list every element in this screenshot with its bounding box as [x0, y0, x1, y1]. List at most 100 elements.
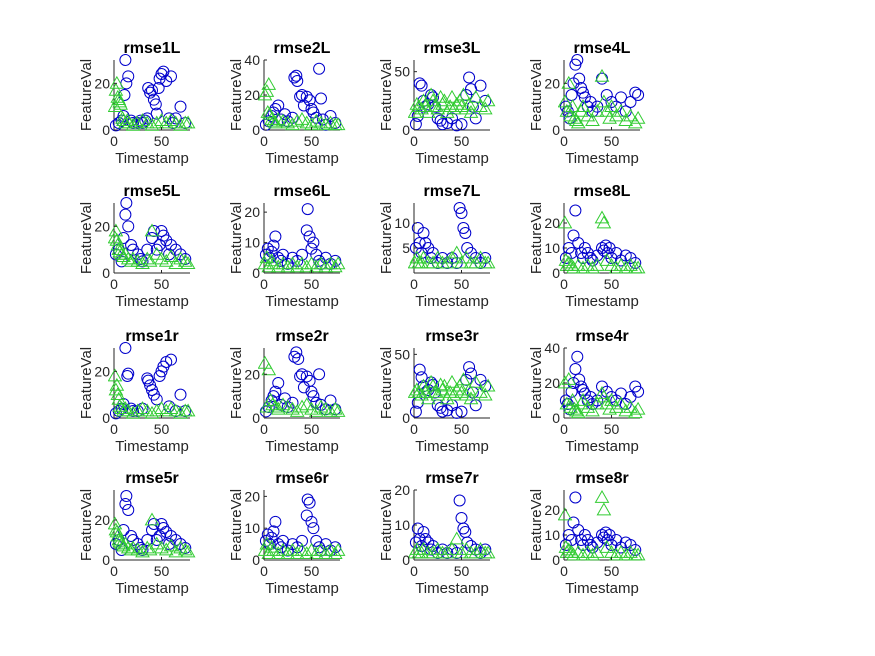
y-tick-label: 20	[94, 512, 110, 528]
data-point-circle	[569, 204, 582, 217]
data-point-triangle	[430, 387, 446, 401]
data-point-triangle	[108, 99, 123, 113]
data-point-triangle	[458, 250, 474, 264]
data-point-circle	[120, 490, 133, 502]
data-point-circle	[474, 79, 487, 92]
x-tick-label: 0	[260, 276, 268, 292]
data-point-circle	[413, 533, 426, 545]
data-point-triangle	[299, 546, 315, 560]
y-tick-label: 20	[244, 488, 260, 504]
data-point-triangle	[477, 387, 493, 401]
data-point-triangle	[439, 391, 455, 405]
data-point-triangle	[263, 392, 279, 406]
data-point-circle	[461, 536, 474, 549]
data-point-circle	[409, 405, 422, 418]
y-tick-label: 20	[544, 502, 560, 518]
data-point-circle	[417, 526, 430, 538]
data-point-triangle	[327, 259, 343, 273]
subplot-title: rmse6L	[274, 183, 331, 200]
data-point-triangle	[420, 391, 436, 405]
data-point-triangle	[149, 115, 165, 129]
data-point-circle	[313, 62, 326, 75]
data-point-triangle	[449, 531, 465, 545]
y-tick-label: 20	[94, 363, 110, 379]
data-point-triangle	[468, 545, 484, 559]
data-point-circle	[292, 352, 305, 365]
data-point-circle	[119, 208, 132, 221]
data-point-triangle	[144, 512, 160, 526]
markers	[258, 62, 346, 131]
data-point-circle	[459, 227, 472, 239]
data-point-circle	[290, 69, 303, 82]
data-point-triangle	[442, 385, 458, 398]
data-point-triangle	[608, 260, 624, 274]
data-point-circle	[605, 96, 618, 108]
x-axis-label: Timestamp	[265, 580, 339, 597]
data-point-circle	[141, 112, 154, 125]
data-point-triangle	[433, 89, 448, 103]
x-tick-label: 0	[110, 563, 118, 579]
data-point-triangle	[480, 378, 496, 392]
data-point-circle	[296, 534, 308, 547]
y-tick-label: 0	[552, 122, 560, 138]
data-point-triangle	[275, 113, 291, 127]
data-point-triangle	[563, 108, 579, 122]
data-point-circle	[419, 533, 432, 545]
x-axis-label: Timestamp	[115, 293, 189, 310]
y-axis-label: FeatureVal	[528, 347, 545, 419]
data-point-triangle	[437, 378, 452, 392]
data-point-triangle	[414, 387, 429, 401]
data-point-triangle	[163, 249, 179, 263]
data-point-triangle	[602, 110, 617, 124]
data-point-triangle	[313, 115, 329, 129]
data-point-triangle	[330, 256, 346, 270]
data-point-triangle	[323, 403, 338, 417]
data-point-triangle	[449, 245, 465, 259]
data-point-circle	[303, 94, 316, 107]
data-point-triangle	[561, 542, 577, 556]
subplot-rmse1r: 0 50 0 20 rmse1r Timestamp FeatureVal	[78, 328, 196, 455]
data-point-triangle	[270, 111, 286, 125]
data-point-triangle	[468, 255, 484, 269]
y-axis-label: FeatureVal	[78, 347, 95, 419]
data-point-circle	[300, 90, 313, 103]
data-point-triangle	[294, 399, 310, 413]
data-point-triangle	[299, 259, 315, 273]
data-point-circle	[169, 112, 182, 125]
data-point-circle	[301, 493, 314, 506]
data-point-triangle	[630, 547, 646, 561]
data-point-triangle	[158, 542, 174, 556]
data-point-circle	[119, 342, 132, 354]
data-point-circle	[597, 244, 610, 257]
x-axis-label: Timestamp	[415, 580, 489, 597]
data-point-circle	[261, 242, 274, 255]
data-point-triangle	[575, 99, 591, 113]
y-axis-label: FeatureVal	[378, 347, 395, 419]
x-tick-label: 50	[304, 133, 320, 149]
subplot-rmse6r: 0 50 0 10 20 rmse6r Timestamp FeatureVal	[228, 470, 346, 597]
data-point-circle	[459, 526, 472, 538]
data-point-circle	[469, 112, 482, 125]
data-point-triangle	[416, 250, 431, 264]
data-point-triangle	[433, 377, 448, 391]
data-point-triangle	[259, 83, 275, 97]
data-point-triangle	[173, 540, 188, 554]
data-point-circle	[571, 54, 584, 66]
data-point-triangle	[108, 516, 123, 530]
y-tick-label: 20	[544, 75, 560, 91]
subplot-title: rmse3r	[425, 328, 478, 345]
data-point-circle	[324, 110, 337, 122]
data-point-triangle	[270, 401, 286, 415]
data-point-circle	[127, 243, 139, 256]
data-point-circle	[160, 526, 173, 538]
data-point-triangle	[425, 93, 441, 107]
data-point-triangle	[177, 542, 193, 556]
data-point-circle	[453, 202, 466, 214]
data-point-circle	[463, 361, 476, 374]
data-point-triangle	[558, 507, 573, 521]
data-point-triangle	[308, 403, 324, 417]
data-point-circle	[150, 107, 163, 120]
y-tick-label: 0	[252, 410, 260, 426]
data-point-circle	[278, 392, 291, 405]
data-point-circle	[127, 534, 139, 546]
